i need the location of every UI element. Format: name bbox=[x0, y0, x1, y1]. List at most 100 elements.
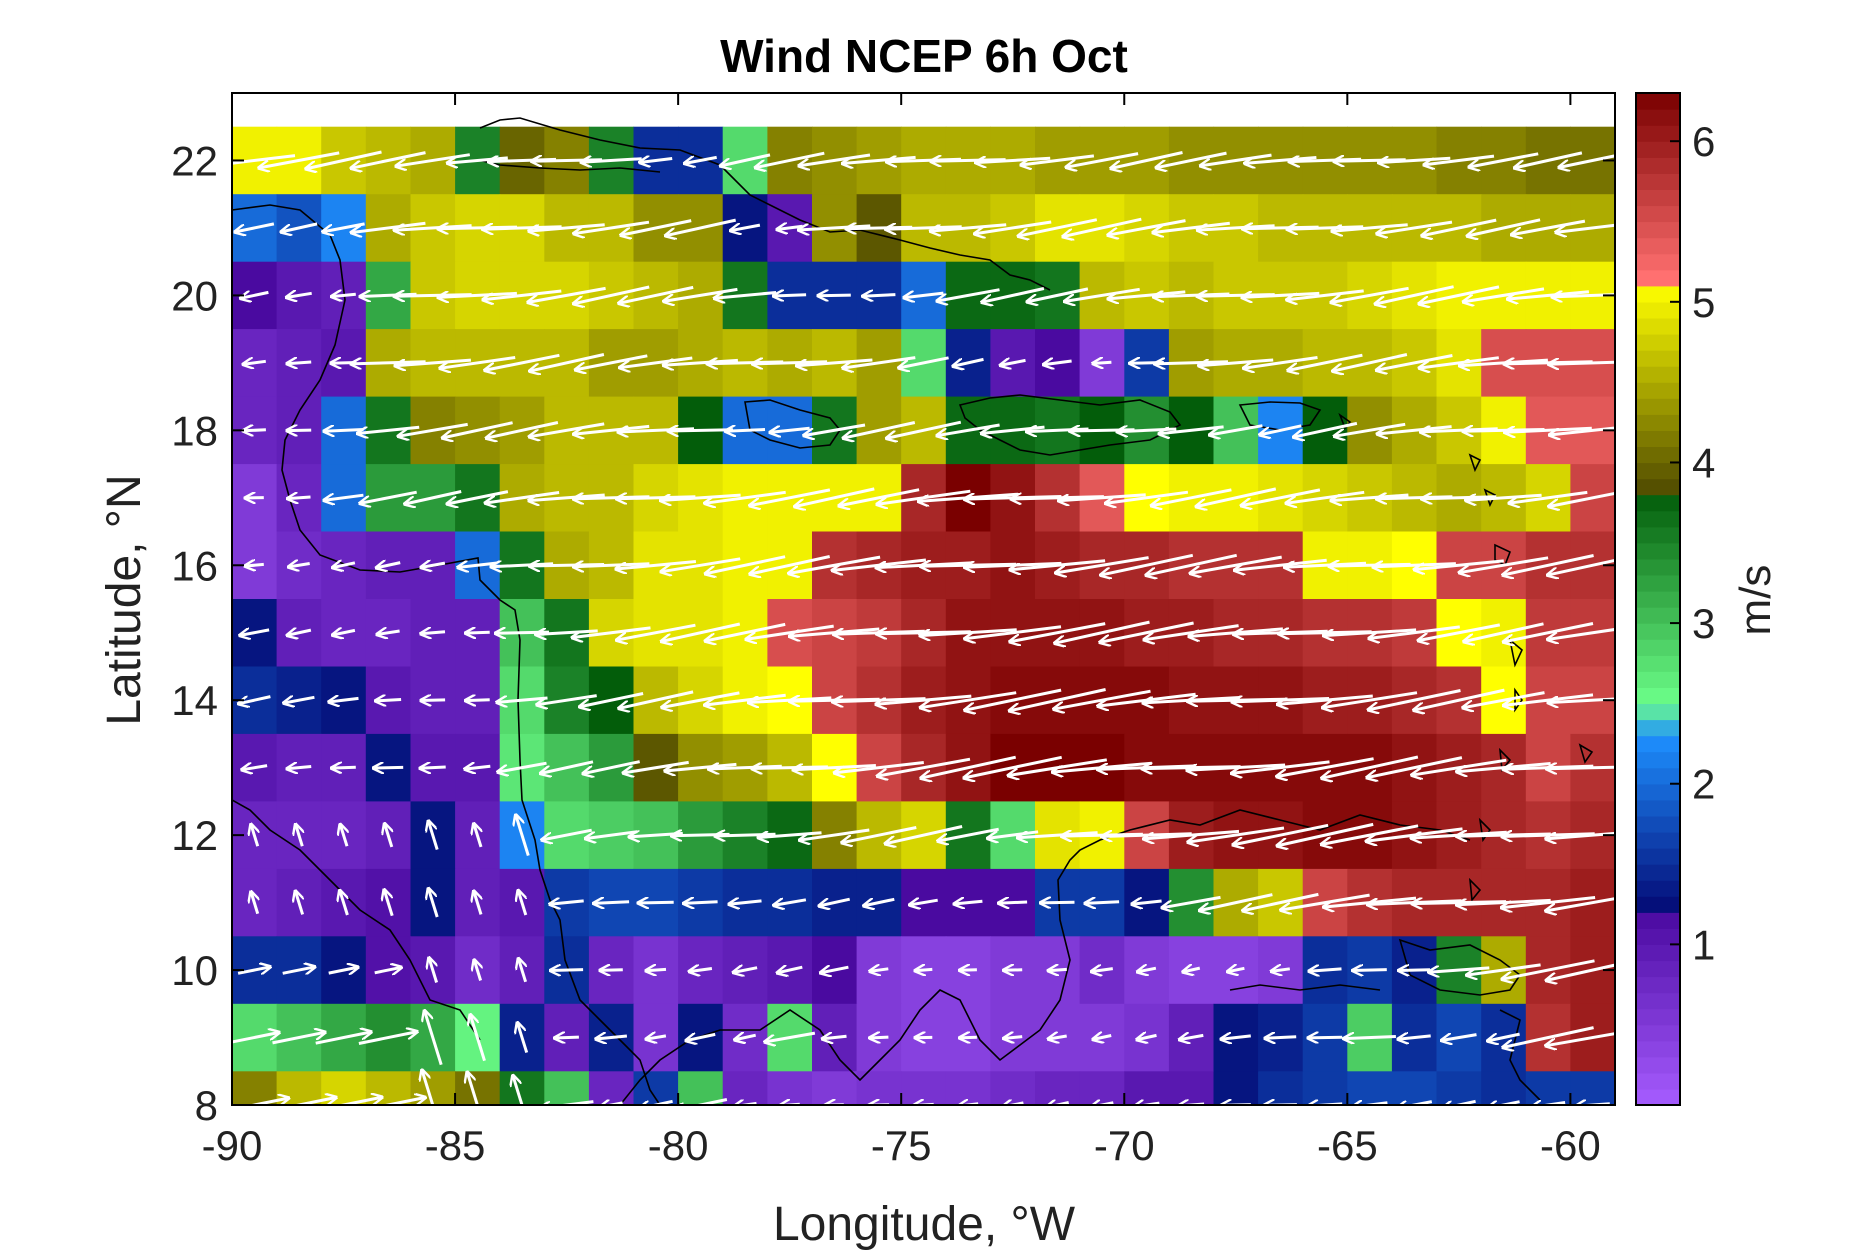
colorbar-segment bbox=[1636, 478, 1680, 496]
wind-arrow bbox=[1422, 218, 1497, 236]
wind-arrow bbox=[1334, 160, 1406, 162]
wind-arrow bbox=[1233, 823, 1329, 845]
wind-arrow bbox=[572, 626, 651, 638]
wind-arrow bbox=[975, 158, 1051, 162]
wind-arrow bbox=[1271, 969, 1291, 972]
colorbar-segment bbox=[1636, 141, 1680, 158]
wind-arrow bbox=[734, 1103, 757, 1105]
wind-arrow bbox=[237, 967, 270, 974]
heat-cell bbox=[722, 1071, 768, 1105]
colorbar-tick-label: 1 bbox=[1692, 921, 1715, 968]
wind-arrow bbox=[1398, 970, 1431, 971]
wind-arrow bbox=[1085, 902, 1120, 904]
wind-arrow bbox=[1197, 226, 1275, 230]
wind-arrow bbox=[1003, 970, 1023, 971]
x-tick-label: -80 bbox=[648, 1122, 709, 1169]
wind-arrow bbox=[287, 362, 312, 364]
wind-arrow bbox=[1010, 622, 1106, 642]
wind-arrow bbox=[959, 970, 977, 971]
wind-arrow bbox=[465, 700, 490, 701]
colorbar-segment bbox=[1636, 334, 1680, 351]
wind-arrow bbox=[1010, 559, 1106, 570]
wind-arrow bbox=[1428, 968, 1490, 972]
wind-arrow bbox=[930, 223, 1007, 231]
heat-cell bbox=[1570, 1071, 1615, 1105]
wind-arrow bbox=[964, 755, 1063, 778]
wind-arrow bbox=[734, 1035, 757, 1040]
wind-arrow bbox=[1200, 153, 1272, 166]
colorbar-ticks: 1 2 3 4 5 6 bbox=[1670, 118, 1715, 968]
wind-arrow bbox=[306, 150, 382, 169]
wind-arrow bbox=[583, 760, 641, 774]
wind-arrow bbox=[842, 826, 917, 843]
wind-arrow bbox=[1556, 223, 1615, 233]
wind-arrow bbox=[954, 901, 983, 904]
wind-arrow bbox=[528, 286, 606, 302]
wind-arrow bbox=[447, 490, 509, 504]
wind-arrow bbox=[1093, 362, 1112, 363]
wind-arrow bbox=[1091, 969, 1114, 972]
wind-arrow bbox=[1293, 421, 1358, 437]
wind-arrow bbox=[1397, 1100, 1433, 1105]
wind-arrow bbox=[1308, 1037, 1343, 1038]
colorbar-segment bbox=[1636, 639, 1680, 656]
colorbar-segment bbox=[1636, 398, 1680, 415]
wind-arrow bbox=[398, 422, 468, 436]
heat-cell bbox=[678, 1071, 724, 1105]
colorbar-segment bbox=[1636, 591, 1680, 608]
wind-arrow bbox=[1503, 1026, 1594, 1048]
wind-arrow bbox=[1199, 893, 1273, 911]
colorbar-segment bbox=[1636, 542, 1680, 560]
wind-arrow bbox=[1040, 902, 1075, 903]
wind-arrow bbox=[421, 632, 446, 634]
colorbar-segment bbox=[1636, 157, 1680, 174]
wind-arrow bbox=[773, 900, 807, 906]
wind-arrow bbox=[931, 160, 1006, 162]
wind-arrow bbox=[486, 421, 559, 439]
colorbar-segment bbox=[1636, 767, 1680, 785]
wind-arrow bbox=[1209, 424, 1263, 435]
colorbar-segment bbox=[1636, 976, 1680, 994]
wind-arrow bbox=[1265, 1037, 1297, 1039]
colorbar-segment bbox=[1636, 350, 1680, 367]
wind-arrow bbox=[799, 828, 870, 840]
wind-arrow bbox=[1027, 287, 1089, 302]
heat-cell bbox=[1168, 1071, 1215, 1105]
wind-arrow bbox=[332, 563, 356, 568]
wind-arrow bbox=[1134, 1103, 1160, 1105]
colorbar-tick-label: 3 bbox=[1692, 600, 1715, 647]
wind-arrow bbox=[540, 1100, 594, 1105]
wind-arrow bbox=[377, 631, 400, 635]
wind-arrow bbox=[794, 487, 875, 507]
colorbar-segment bbox=[1636, 109, 1680, 126]
wind-arrow bbox=[1179, 1035, 1204, 1039]
wind-arrow bbox=[474, 891, 481, 915]
colorbar-frame bbox=[1635, 92, 1681, 1106]
wind-arrow bbox=[1424, 154, 1495, 165]
colorbar-segment bbox=[1636, 366, 1680, 383]
wind-arrow bbox=[765, 1031, 816, 1042]
wind-arrow bbox=[1111, 151, 1183, 169]
wind-arrow bbox=[1221, 1036, 1251, 1039]
wind-arrow bbox=[1559, 154, 1615, 167]
wind-arrow bbox=[331, 767, 356, 768]
colorbar-segment bbox=[1636, 510, 1680, 528]
wind-arrow bbox=[796, 358, 873, 366]
wind-arrow bbox=[358, 1032, 418, 1045]
wind-arrows bbox=[232, 150, 1615, 1105]
wind-arrow bbox=[232, 1032, 279, 1044]
heat-cell bbox=[544, 1071, 590, 1105]
wind-arrow bbox=[328, 967, 359, 973]
colorbar-segment bbox=[1636, 237, 1680, 255]
wind-arrow bbox=[1418, 623, 1501, 641]
wind-arrow bbox=[1009, 688, 1106, 711]
chart-title: Wind NCEP 6h Oct bbox=[720, 30, 1128, 82]
wind-arrow bbox=[573, 220, 650, 234]
wind-arrow bbox=[1507, 290, 1590, 299]
wind-arrow bbox=[1552, 294, 1615, 297]
colorbar-segment bbox=[1636, 719, 1680, 737]
wind-arrow bbox=[238, 695, 271, 704]
colorbar-label: m/s bbox=[1731, 565, 1780, 636]
wind-arrow bbox=[1276, 757, 1374, 777]
wind-arrow bbox=[540, 760, 594, 774]
